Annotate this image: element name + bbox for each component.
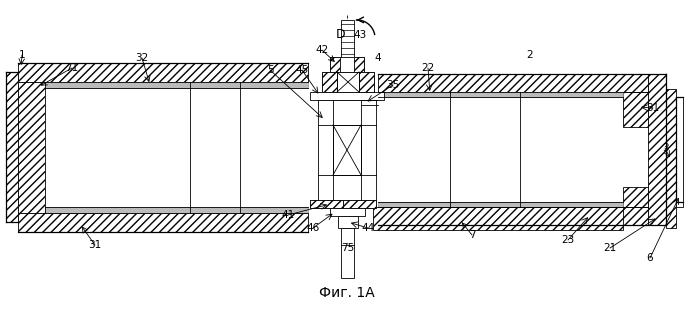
Text: 7: 7 <box>468 230 475 240</box>
Text: 45: 45 <box>295 65 309 75</box>
Text: 71: 71 <box>66 63 79 73</box>
Bar <box>359 72 374 92</box>
Text: 5: 5 <box>267 65 274 75</box>
Text: 4: 4 <box>375 53 381 63</box>
Text: 21: 21 <box>603 243 616 253</box>
Text: 31: 31 <box>89 240 102 250</box>
Text: 35: 35 <box>387 80 400 90</box>
Bar <box>378 207 648 225</box>
Bar <box>623 187 648 207</box>
Text: 46: 46 <box>306 223 320 233</box>
Bar <box>330 57 364 72</box>
Bar <box>666 89 676 228</box>
Text: Фиг. 1А: Фиг. 1А <box>319 286 375 300</box>
Bar <box>330 208 365 216</box>
Bar <box>45 207 308 213</box>
Bar <box>322 72 337 92</box>
Bar <box>310 200 376 208</box>
Text: 22: 22 <box>422 63 435 73</box>
Bar <box>378 92 648 207</box>
Bar <box>18 82 45 213</box>
Text: 44: 44 <box>362 223 375 233</box>
Text: 23: 23 <box>561 235 574 245</box>
Text: 75: 75 <box>341 243 355 253</box>
Bar <box>341 20 354 72</box>
Bar <box>341 228 354 278</box>
Text: 43: 43 <box>353 30 366 40</box>
Bar <box>18 213 308 232</box>
Text: 6: 6 <box>646 253 653 263</box>
Text: D: D <box>335 27 345 40</box>
Text: 2: 2 <box>527 50 533 60</box>
Bar <box>338 216 358 228</box>
Bar <box>623 92 648 127</box>
Text: 32: 32 <box>135 53 149 63</box>
Bar <box>354 57 364 72</box>
Bar <box>330 57 340 72</box>
Bar <box>322 72 374 92</box>
Bar <box>378 92 623 97</box>
Bar <box>318 100 376 200</box>
Bar <box>18 63 308 82</box>
Text: 1: 1 <box>19 50 25 60</box>
Bar <box>343 200 376 208</box>
Text: 41: 41 <box>281 210 295 220</box>
Text: 31: 31 <box>646 103 660 113</box>
Bar <box>333 125 361 175</box>
Bar <box>378 74 648 92</box>
Bar <box>648 74 666 225</box>
Text: 42: 42 <box>315 45 329 55</box>
Bar <box>310 200 343 208</box>
Bar <box>6 72 18 222</box>
Bar <box>676 97 683 207</box>
Bar <box>45 82 308 88</box>
Text: 3: 3 <box>662 143 668 153</box>
Bar <box>45 82 308 213</box>
Bar <box>310 92 384 100</box>
Bar <box>373 207 623 230</box>
Bar <box>378 202 623 207</box>
